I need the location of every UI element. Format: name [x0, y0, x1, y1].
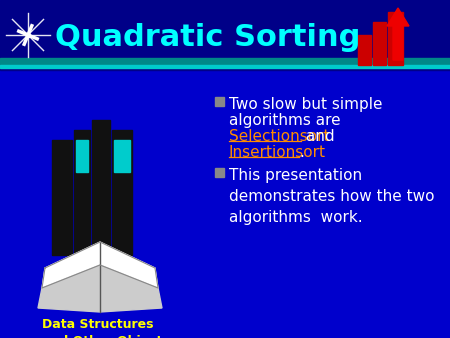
Text: Insertionsort: Insertionsort: [229, 145, 326, 160]
Text: Two slow but simple: Two slow but simple: [229, 97, 382, 112]
Bar: [215, 97, 224, 106]
Bar: [0, 58, 450, 65]
Bar: [76, 140, 88, 172]
Bar: [373, 22, 386, 65]
Text: This presentation
demonstrates how the two
algorithms  work.: This presentation demonstrates how the t…: [229, 168, 435, 225]
Bar: [52, 140, 72, 255]
Bar: [0, 65, 450, 68]
Bar: [112, 130, 132, 255]
Bar: [92, 120, 110, 255]
Text: Quadratic Sorting: Quadratic Sorting: [55, 23, 360, 51]
Text: Selectionsort: Selectionsort: [229, 129, 329, 144]
Text: and: and: [301, 129, 335, 144]
Polygon shape: [42, 242, 158, 288]
FancyArrow shape: [387, 8, 409, 60]
Text: .: .: [299, 145, 304, 160]
Polygon shape: [38, 265, 162, 312]
Bar: [114, 140, 130, 172]
Text: algorithms are: algorithms are: [229, 113, 341, 128]
Bar: [0, 0, 450, 70]
Bar: [215, 168, 224, 177]
Bar: [74, 130, 90, 255]
Text: Data Structures
and Other Objects
Using Java: Data Structures and Other Objects Using …: [42, 318, 170, 338]
Bar: [358, 35, 371, 65]
Bar: [388, 12, 403, 65]
